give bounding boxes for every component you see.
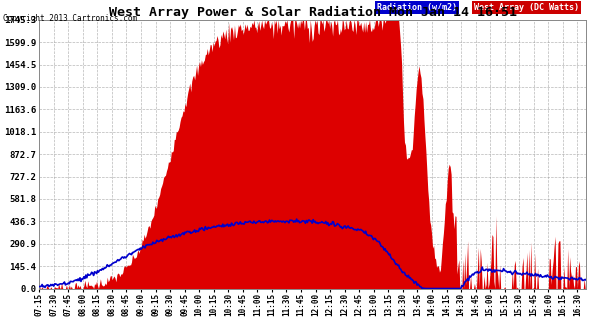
- Text: Copyright 2013 Cartronics.com: Copyright 2013 Cartronics.com: [3, 14, 137, 23]
- Text: West Array (DC Watts): West Array (DC Watts): [474, 3, 579, 12]
- Title: West Array Power & Solar Radiation Mon Jan 14 16:51: West Array Power & Solar Radiation Mon J…: [109, 5, 517, 19]
- Text: Radiation (w/m2): Radiation (w/m2): [377, 3, 457, 12]
